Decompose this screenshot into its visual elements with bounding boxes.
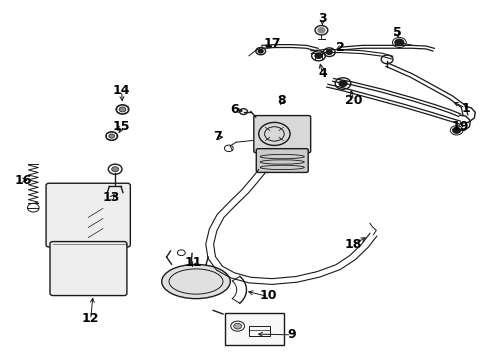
FancyBboxPatch shape	[256, 149, 308, 172]
Text: 15: 15	[113, 120, 130, 133]
Text: 10: 10	[260, 289, 277, 302]
Text: 17: 17	[263, 37, 281, 50]
Bar	[249, 326, 270, 336]
Text: 7: 7	[213, 130, 222, 143]
Text: 2: 2	[336, 41, 345, 54]
Text: 19: 19	[452, 120, 469, 133]
Circle shape	[258, 49, 263, 53]
Text: 8: 8	[277, 94, 286, 107]
FancyBboxPatch shape	[46, 183, 130, 247]
Text: 13: 13	[103, 191, 121, 204]
Circle shape	[326, 50, 332, 54]
Text: 5: 5	[392, 26, 401, 39]
Circle shape	[395, 39, 404, 46]
Text: 6: 6	[230, 103, 239, 116]
Circle shape	[112, 167, 119, 172]
Circle shape	[315, 53, 322, 58]
Text: 11: 11	[185, 256, 202, 269]
Circle shape	[109, 134, 115, 138]
Text: 9: 9	[287, 328, 296, 341]
Text: 16: 16	[15, 174, 32, 186]
Ellipse shape	[162, 264, 230, 299]
Text: 12: 12	[82, 312, 99, 325]
Text: 4: 4	[318, 67, 327, 80]
Text: 20: 20	[345, 94, 363, 107]
FancyBboxPatch shape	[50, 242, 127, 296]
Text: 3: 3	[318, 12, 327, 24]
Text: 1: 1	[461, 102, 470, 114]
Circle shape	[234, 323, 242, 329]
Circle shape	[339, 81, 347, 86]
Text: 14: 14	[113, 84, 130, 96]
Circle shape	[318, 28, 325, 33]
Text: 18: 18	[344, 238, 362, 251]
Circle shape	[119, 107, 126, 112]
FancyBboxPatch shape	[254, 116, 311, 153]
Circle shape	[453, 127, 461, 133]
Bar	[225, 313, 284, 345]
